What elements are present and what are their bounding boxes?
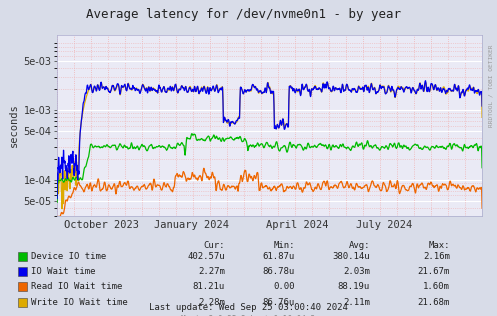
Text: Device IO time: Device IO time	[31, 252, 106, 261]
Bar	[18, 267, 27, 276]
Text: Min:: Min:	[273, 241, 295, 250]
Text: Avg:: Avg:	[348, 241, 370, 250]
Text: 61.87u: 61.87u	[263, 252, 295, 261]
Text: 81.21u: 81.21u	[193, 283, 225, 291]
Text: 2.03m: 2.03m	[343, 267, 370, 276]
Y-axis label: seconds: seconds	[9, 104, 19, 148]
Bar	[18, 252, 27, 261]
Text: 402.57u: 402.57u	[187, 252, 225, 261]
Text: Cur:: Cur:	[203, 241, 225, 250]
Text: 2.28m: 2.28m	[198, 298, 225, 307]
Text: 2.16m: 2.16m	[423, 252, 450, 261]
Text: October 2023: October 2023	[64, 220, 139, 230]
Text: Average latency for /dev/nvme0n1 - by year: Average latency for /dev/nvme0n1 - by ye…	[86, 8, 401, 21]
Text: Munin 2.0.25-2ubuntu0.16.04.3: Munin 2.0.25-2ubuntu0.16.04.3	[181, 315, 315, 316]
Text: Read IO Wait time: Read IO Wait time	[31, 283, 122, 291]
Text: 1.60m: 1.60m	[423, 283, 450, 291]
Text: Last update: Wed Sep 25 03:00:40 2024: Last update: Wed Sep 25 03:00:40 2024	[149, 303, 347, 312]
Text: 0.00: 0.00	[273, 283, 295, 291]
Text: IO Wait time: IO Wait time	[31, 267, 95, 276]
Text: 88.19u: 88.19u	[338, 283, 370, 291]
Text: January 2024: January 2024	[154, 220, 229, 230]
Text: 2.27m: 2.27m	[198, 267, 225, 276]
Text: 21.68m: 21.68m	[418, 298, 450, 307]
Text: April 2024: April 2024	[266, 220, 329, 230]
Text: RRDTOOL / TOBI OETIKER: RRDTOOL / TOBI OETIKER	[489, 44, 494, 127]
Text: Write IO Wait time: Write IO Wait time	[31, 298, 128, 307]
Text: July 2024: July 2024	[356, 220, 413, 230]
Bar	[18, 298, 27, 307]
Text: 21.67m: 21.67m	[418, 267, 450, 276]
Text: Max:: Max:	[428, 241, 450, 250]
Bar	[18, 283, 27, 291]
Text: 86.78u: 86.78u	[263, 267, 295, 276]
Text: 86.76u: 86.76u	[263, 298, 295, 307]
Text: 380.14u: 380.14u	[332, 252, 370, 261]
Text: 2.11m: 2.11m	[343, 298, 370, 307]
